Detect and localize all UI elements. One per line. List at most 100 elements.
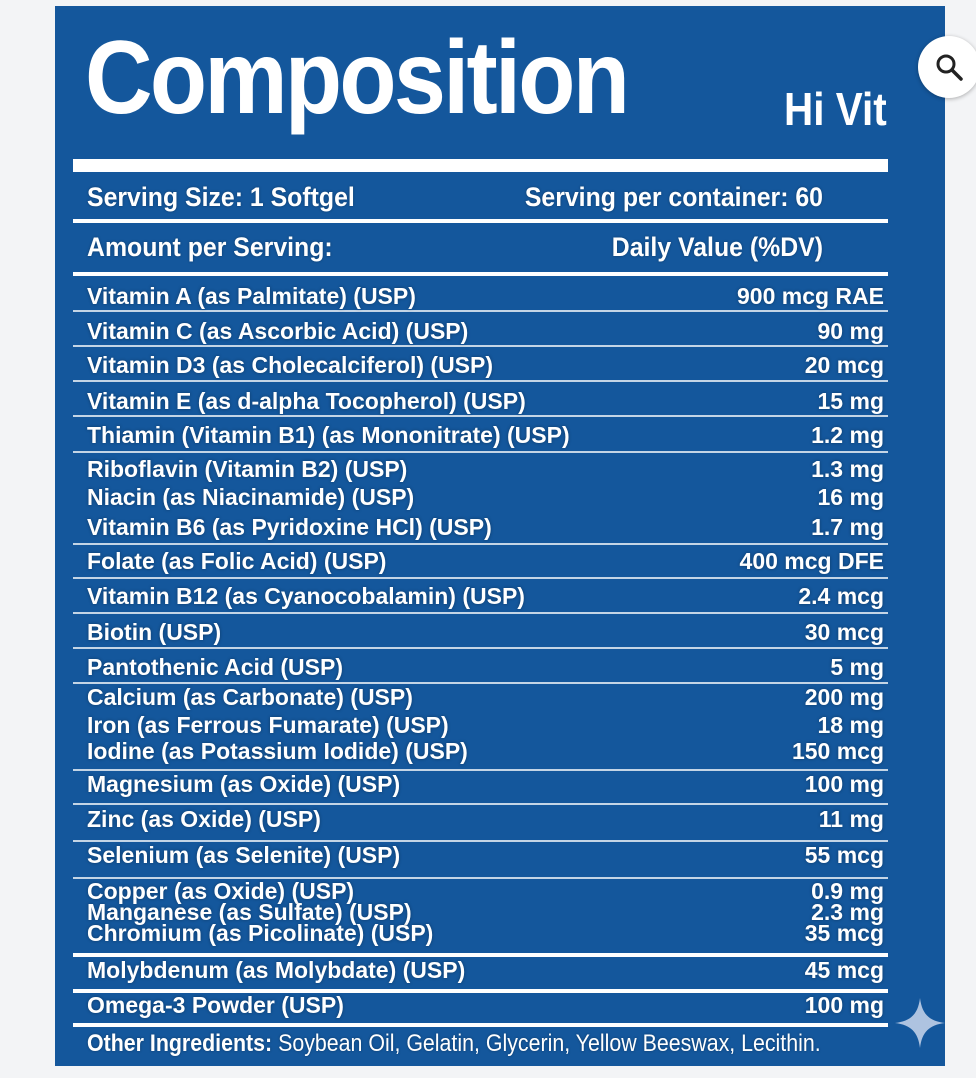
nutrient-name: Manganese (as Sulfate) (USP) [87, 898, 412, 925]
nutrient-row: Iron (as Ferrous Fumarate) (USP) 18 mg [87, 711, 884, 739]
nutrient-row: Omega-3 Powder (USP) 100 mg [87, 991, 884, 1019]
nutrient-name: Riboflavin (Vitamin B2) (USP) [87, 455, 408, 482]
nutrient-row: Folate (as Folic Acid) (USP) 400 mcg DFE [87, 547, 884, 575]
sparkle-icon [895, 998, 945, 1048]
row-divider [73, 577, 888, 579]
servings-per-container: Serving per container: 60 [524, 181, 823, 212]
nutrient-row: Riboflavin (Vitamin B2) (USP) 1.3 mg [87, 455, 884, 483]
page-title: Composition [85, 20, 630, 136]
title-divider [73, 159, 888, 172]
nutrient-name: Thiamin (Vitamin B1) (as Mononitrate) (U… [87, 421, 570, 448]
nutrient-row: Vitamin B12 (as Cyanocobalamin) (USP) 2.4… [87, 582, 884, 610]
nutrient-row: Manganese (as Sulfate) (USP) 2.3 mg [87, 898, 884, 926]
nutrient-name: Vitamin D3 (as Cholecalciferol) (USP) [87, 351, 494, 378]
nutrient-amount: 30 mcg [804, 618, 884, 645]
nutrient-name: Vitamin B6 (as Pyridoxine HCl) (USP) [87, 513, 492, 540]
nutrient-name: Omega-3 Powder (USP) [87, 991, 344, 1018]
nutrient-amount: 15 mg [817, 387, 884, 414]
row-divider [73, 345, 888, 347]
nutrient-name: Selenium (as Selenite) (USP) [87, 841, 401, 868]
nutrient-amount: 18 mg [817, 711, 884, 738]
header-divider [73, 272, 888, 276]
other-ingredients-label: Other Ingredients: [87, 1030, 273, 1057]
other-ingredients-text: Soybean Oil, Gelatin, Glycerin, Yellow B… [272, 1030, 821, 1057]
row-divider [73, 1023, 888, 1027]
nutrient-name: Magnesium (as Oxide) (USP) [87, 770, 401, 797]
nutrient-amount: 11 mg [818, 805, 884, 832]
nutrient-name: Pantothenic Acid (USP) [87, 653, 343, 680]
nutrient-row: Pantothenic Acid (USP) 5 mg [87, 653, 884, 681]
row-divider [73, 769, 888, 771]
nutrient-name: Zinc (as Oxide) (USP) [87, 805, 321, 832]
row-divider [73, 877, 888, 879]
nutrient-name: Calcium (as Carbonate) (USP) [87, 683, 413, 710]
nutrient-row: Thiamin (Vitamin B1) (as Mononitrate) (U… [87, 421, 884, 449]
search-button[interactable] [918, 36, 976, 98]
row-divider [73, 647, 888, 649]
nutrient-name: Vitamin E (as d-alpha Tocopherol) (USP) [87, 387, 526, 414]
nutrient-amount: 55 mcg [804, 841, 884, 868]
serving-size: Serving Size: 1 Softgel [87, 181, 355, 212]
nutrient-amount: 400 mcg DFE [739, 547, 884, 574]
row-divider [73, 380, 888, 382]
search-icon [936, 54, 963, 81]
nutrient-name: Molybdenum (as Molybdate) (USP) [87, 956, 466, 983]
nutrient-row: Vitamin E (as d-alpha Tocopherol) (USP) 1… [87, 387, 884, 415]
composition-panel: Composition Hi Vit Serving Size: 1 Softg… [55, 6, 945, 1066]
nutrient-name: Vitamin A (as Palmitate) (USP) [87, 282, 416, 309]
nutrient-amount: 900 mcg RAE [736, 282, 884, 309]
row-divider [73, 451, 888, 453]
row-divider [73, 682, 888, 684]
row-divider [73, 310, 888, 312]
row-divider [73, 953, 888, 957]
nutrient-amount: 5 mg [830, 653, 884, 680]
nutrient-amount: 20 mcg [804, 351, 884, 378]
nutrient-row: Chromium (as Picolinate) (USP) 35 mcg [87, 919, 884, 947]
serving-row: Serving Size: 1 Softgel Serving per cont… [87, 179, 886, 215]
row-divider [73, 612, 888, 614]
nutrient-amount: 150 mcg [791, 737, 884, 764]
nutrient-amount: 0.9 mg [811, 877, 884, 904]
nutrient-name: Chromium (as Picolinate) (USP) [87, 919, 434, 946]
amount-per-serving-label: Amount per Serving: [87, 231, 333, 262]
nutrient-row: Zinc (as Oxide) (USP) 11 mg [87, 805, 884, 833]
nutrient-row: Molybdenum (as Molybdate) (USP) 45 mcg [87, 956, 884, 984]
nutrient-amount: 16 mg [817, 483, 884, 510]
serving-divider [73, 219, 888, 223]
nutrient-amount: 45 mcg [804, 956, 884, 983]
nutrient-row: Biotin (USP) 30 mcg [87, 618, 884, 646]
amount-header-row: Amount per Serving: Daily Value (%DV) [87, 229, 886, 265]
nutrient-amount: 1.7 mg [811, 513, 884, 540]
nutrient-amount: 200 mg [804, 683, 884, 710]
nutrient-amount: 1.3 mg [811, 455, 884, 482]
row-divider [73, 840, 888, 842]
nutrient-amount: 35 mcg [804, 919, 884, 946]
nutrient-row: Vitamin D3 (as Cholecalciferol) (USP) 20 … [87, 351, 884, 379]
nutrient-amount: 100 mg [804, 991, 884, 1018]
nutrient-amount: 2.3 mg [811, 898, 884, 925]
nutrient-name: Niacin (as Niacinamide) (USP) [87, 483, 415, 510]
nutrient-name: Folate (as Folic Acid) (USP) [87, 547, 387, 574]
nutrient-row: Niacin (as Niacinamide) (USP) 16 mg [87, 483, 884, 511]
row-divider [73, 543, 888, 545]
nutrient-row: Vitamin A (as Palmitate) (USP) 900 mcg RA… [87, 282, 884, 310]
nutrient-row: Vitamin C (as Ascorbic Acid) (USP) 90 mg [87, 317, 884, 345]
nutrient-amount: 90 mg [817, 317, 884, 344]
nutrient-row: Iodine (as Potassium Iodide) (USP) 150 mc… [87, 737, 884, 765]
nutrient-row: Calcium (as Carbonate) (USP) 200 mg [87, 683, 884, 711]
brand-name: Hi Vit [784, 83, 887, 135]
nutrient-amount: 100 mg [804, 770, 884, 797]
nutrient-amount: 1.2 mg [811, 421, 884, 448]
nutrient-name: Vitamin C (as Ascorbic Acid) (USP) [87, 317, 469, 344]
nutrient-row: Vitamin B6 (as Pyridoxine HCl) (USP) 1.7 … [87, 513, 884, 541]
nutrient-name: Copper (as Oxide) (USP) [87, 877, 355, 904]
nutrient-row: Magnesium (as Oxide) (USP) 100 mg [87, 770, 884, 798]
row-divider [73, 989, 888, 993]
nutrient-amount: 2.4 mcg [798, 582, 884, 609]
daily-value-label: Daily Value (%DV) [611, 231, 823, 262]
nutrient-row: Copper (as Oxide) (USP) 0.9 mg [87, 877, 884, 905]
row-divider [73, 803, 888, 805]
row-divider [73, 415, 888, 417]
nutrient-name: Vitamin B12 (as Cyanocobalamin) (USP) [87, 582, 525, 609]
nutrient-name: Biotin (USP) [87, 618, 222, 645]
